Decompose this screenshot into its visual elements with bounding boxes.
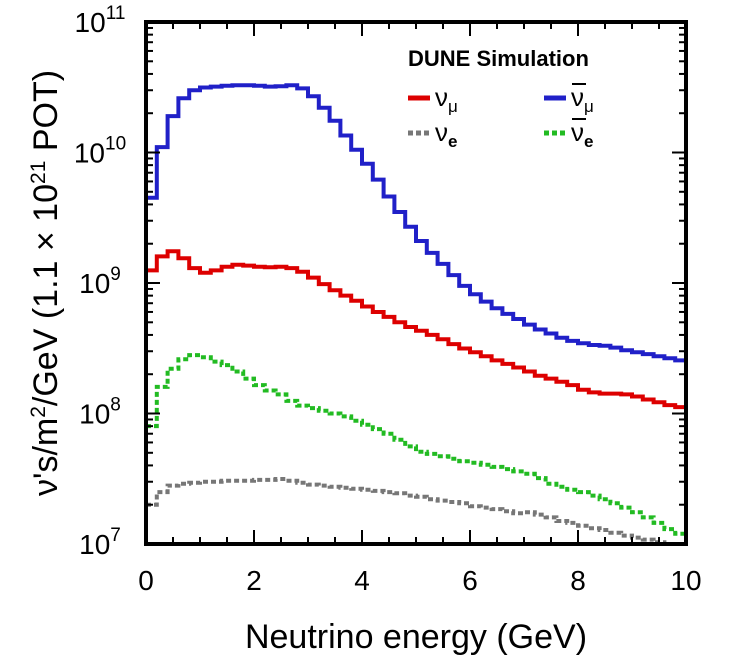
y-tick-exp: 7 <box>110 525 121 546</box>
y-tick-label: 1011 <box>75 3 126 38</box>
y-tick-exp: 11 <box>106 3 126 24</box>
x-tick-label: 0 <box>138 565 154 596</box>
simulation-annotation: DUNE Simulation <box>408 46 589 71</box>
legend-symbol: ν <box>435 82 448 112</box>
legend-label: νe <box>571 117 593 151</box>
y-tick-exp: 9 <box>110 264 121 285</box>
y-tick-label: 109 <box>79 264 121 299</box>
y-axis-title-ten: 10 <box>27 184 65 222</box>
y-tick-label: 108 <box>79 395 121 430</box>
legend-label: νe <box>435 117 457 151</box>
legend-label: νμ <box>571 82 594 116</box>
legend-item-2: νe <box>408 117 457 151</box>
y-tick-base: 10 <box>79 529 110 560</box>
y-axis-title: ν's/m2/GeV (1.1 × 1021 POT) <box>27 70 65 496</box>
x-tick-label: 6 <box>462 565 478 596</box>
x-tick-label: 2 <box>246 565 262 596</box>
y-axis-title-gev: /GeV (1.1 <box>27 261 65 407</box>
series-1 <box>146 83 686 363</box>
x-tick-label: 4 <box>354 565 370 596</box>
series-line-2 <box>146 477 686 546</box>
series-line-0 <box>146 249 686 410</box>
legend-item-0: νμ <box>408 82 458 116</box>
y-tick-base: 10 <box>74 138 105 169</box>
legend-subscript: e <box>584 132 593 151</box>
y-tick-label: 107 <box>79 525 121 560</box>
y-axis-title-sup2: 21 <box>27 161 50 184</box>
series-2 <box>146 477 686 546</box>
legend-symbol: ν <box>435 117 448 147</box>
y-tick-base: 10 <box>79 399 110 430</box>
legend-subscript: μ <box>584 97 594 116</box>
ticks-layer <box>145 21 687 545</box>
series-3 <box>146 353 686 536</box>
y-axis-title-sup1: 2 <box>27 406 50 418</box>
x-tick-label: 8 <box>570 565 586 596</box>
series-line-1 <box>146 83 686 363</box>
y-tick-base: 10 <box>75 7 106 38</box>
series-line-3 <box>146 353 686 536</box>
legend-label: νμ <box>435 82 458 116</box>
x-tick-label: 10 <box>670 565 701 596</box>
series-layer <box>146 83 686 546</box>
series-0 <box>146 249 686 410</box>
legend-symbol: ν <box>571 117 584 147</box>
legend-subscript: e <box>448 132 457 151</box>
y-tick-base: 10 <box>79 268 110 299</box>
legend-symbol: ν <box>571 82 584 112</box>
legend-item-1: νμ <box>544 82 594 116</box>
y-axis-title-pot: POT) <box>27 70 65 151</box>
y-axis-title-nu: ν's/m <box>27 418 65 496</box>
y-tick-label: 1010 <box>74 134 126 169</box>
y-tick-exp: 8 <box>110 395 121 416</box>
y-axis-title-times: × <box>27 231 65 251</box>
legend-item-3: νe <box>544 117 593 151</box>
legend-subscript: μ <box>448 97 458 116</box>
y-tick-exp: 10 <box>105 134 126 155</box>
x-axis-title: Neutrino energy (GeV) <box>245 618 587 656</box>
